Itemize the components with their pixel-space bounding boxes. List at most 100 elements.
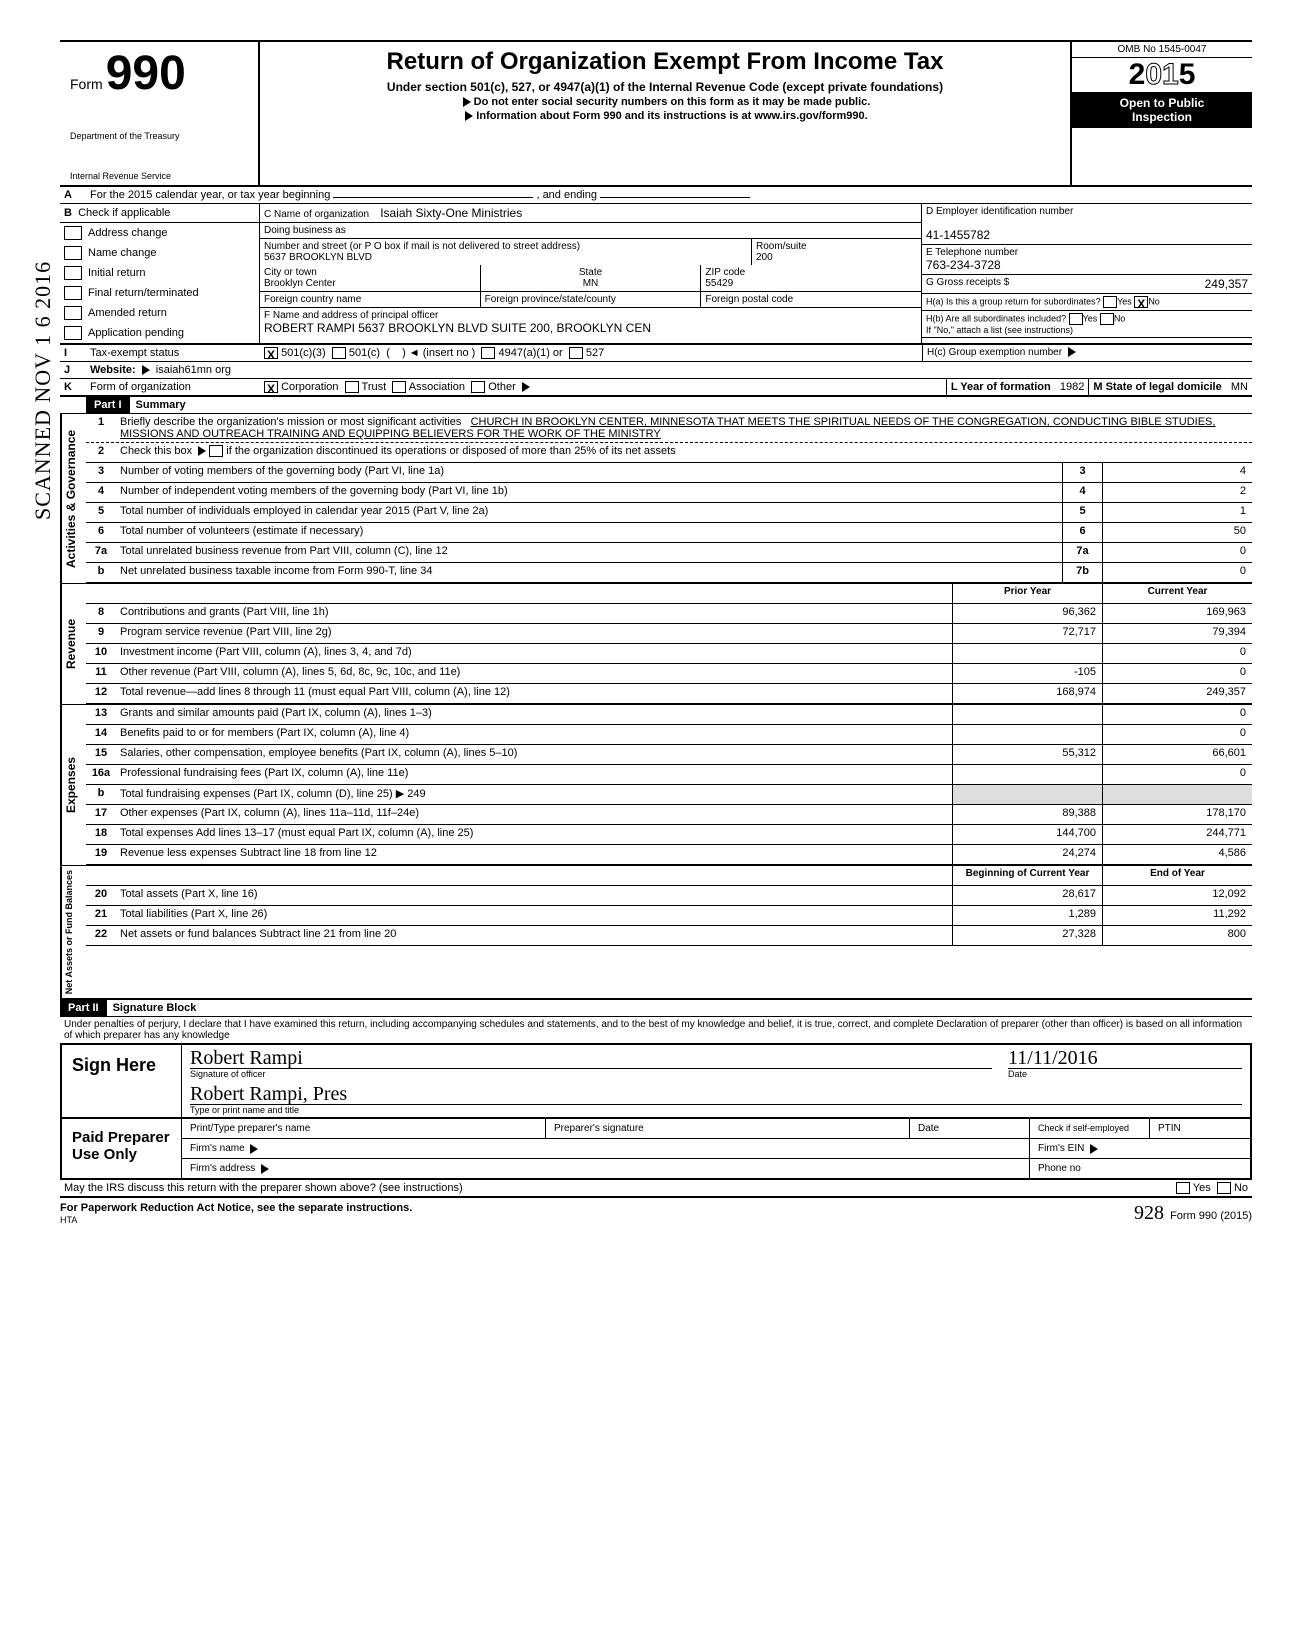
line-2-num: 2 (86, 443, 116, 462)
revenue-header-row: Prior Year Current Year (86, 584, 1252, 604)
chk-irs-yes[interactable] (1176, 1182, 1190, 1194)
line-num: 4 (86, 483, 116, 502)
chk-ha-no[interactable]: X (1134, 296, 1148, 308)
street-value: 5637 BROOKLYN BLVD (264, 252, 372, 263)
chk-501c3[interactable]: X (264, 347, 278, 359)
summary-line: 10 Investment income (Part VIII, column … (86, 644, 1252, 664)
prior-year-value: -105 (952, 664, 1102, 683)
current-year-value: 0 (1102, 664, 1252, 683)
year-formation-value: 1982 (1060, 381, 1084, 393)
line-text: Revenue less expenses Subtract line 18 f… (116, 845, 952, 864)
chk-amended-return[interactable]: Amended return (60, 303, 259, 323)
chk-discontinued[interactable] (209, 445, 223, 457)
room-label: Room/suite (756, 241, 807, 252)
vtab-revenue: Revenue (60, 584, 86, 704)
line-value: 4 (1102, 463, 1252, 482)
summary-line: b Total fundraising expenses (Part IX, c… (86, 785, 1252, 805)
phone-label: E Telephone number (926, 247, 1018, 258)
website-value: isaiah61mn org (156, 364, 231, 376)
summary-line: 13 Grants and similar amounts paid (Part… (86, 705, 1252, 725)
chk-assoc[interactable] (392, 381, 406, 393)
prior-year-value: 24,274 (952, 845, 1102, 864)
sign-here-label: Sign Here (62, 1045, 182, 1117)
summary-line: 15 Salaries, other compensation, employe… (86, 745, 1252, 765)
chk-other[interactable] (471, 381, 485, 393)
chk-501c[interactable] (332, 347, 346, 359)
line-text: Program service revenue (Part VIII, line… (116, 624, 952, 643)
summary-line: 8 Contributions and grants (Part VIII, l… (86, 604, 1252, 624)
line-num: 8 (86, 604, 116, 623)
gross-value: 249,357 (1205, 277, 1248, 291)
officer-sig-caption: Signature of officer (182, 1069, 1000, 1081)
perjury-statement: Under penalties of perjury, I declare th… (60, 1017, 1252, 1044)
summary-line: 6 Total number of volunteers (estimate i… (86, 523, 1252, 543)
summary-line: 18 Total expenses Add lines 13–17 (must … (86, 825, 1252, 845)
section-net-assets: Net Assets or Fund Balances Beginning of… (60, 866, 1252, 1000)
net-assets-header-row: Beginning of Current Year End of Year (86, 866, 1252, 886)
irs-discuss-row: May the IRS discuss this return with the… (60, 1180, 1252, 1198)
summary-line: 17 Other expenses (Part IX, column (A), … (86, 805, 1252, 825)
label-k: K (60, 379, 86, 395)
prior-year-value: 72,717 (952, 624, 1102, 643)
officer-signature[interactable]: Robert Rampi (190, 1047, 992, 1069)
sig-date[interactable]: 11/11/2016 (1008, 1047, 1242, 1069)
form-year-block: OMB No 1545-0047 2015 Open to Public Ins… (1072, 42, 1252, 185)
summary-line: b Net unrelated business taxable income … (86, 563, 1252, 583)
current-year-value: 79,394 (1102, 624, 1252, 643)
preparer-date-label: Date (910, 1119, 1030, 1138)
label-a: A (60, 187, 86, 203)
chk-hb-no[interactable] (1100, 313, 1114, 325)
chk-final-return[interactable]: Final return/terminated (60, 283, 259, 303)
line-text: Total revenue—add lines 8 through 11 (mu… (116, 684, 952, 703)
zip-label: ZIP code (705, 267, 745, 278)
sign-here-block: Sign Here Robert Rampi Signature of offi… (60, 1044, 1252, 1119)
line-value: 0 (1102, 543, 1252, 562)
chk-4947[interactable] (481, 347, 495, 359)
summary-line: 14 Benefits paid to or for members (Part… (86, 725, 1252, 745)
line-text: Total number of volunteers (estimate if … (116, 523, 1062, 542)
line-num: 6 (86, 523, 116, 542)
page-footer: For Paperwork Reduction Act Notice, see … (60, 1198, 1252, 1230)
line-text: Grants and similar amounts paid (Part IX… (116, 705, 952, 724)
end-year-header: End of Year (1102, 866, 1252, 885)
chk-irs-no[interactable] (1217, 1182, 1231, 1194)
line-num: 14 (86, 725, 116, 744)
row-i: I Tax-exempt status X 501(c)(3) 501(c) (… (60, 345, 1252, 362)
line-box: 5 (1062, 503, 1102, 522)
hta: HTA (60, 1215, 77, 1225)
chk-527[interactable] (569, 347, 583, 359)
firm-name-label: Firm's name (190, 1143, 245, 1154)
chk-corp[interactable]: X (264, 381, 278, 393)
prior-year-value: 89,388 (952, 805, 1102, 824)
line-2-text: Check this box if the organization disco… (116, 443, 1252, 462)
current-year-value: 169,963 (1102, 604, 1252, 623)
firm-addr-label: Firm's address (190, 1163, 255, 1174)
prior-year-value (952, 785, 1102, 804)
self-employed-check[interactable]: Check if self-employed (1030, 1119, 1150, 1138)
line-box: 7a (1062, 543, 1102, 562)
current-year-value: 4,586 (1102, 845, 1252, 864)
prior-year-value: 28,617 (952, 886, 1102, 905)
line-num: 5 (86, 503, 116, 522)
form-id-block: Form 990 Department of the Treasury Inte… (60, 42, 260, 185)
line-num: 19 (86, 845, 116, 864)
summary-line: 12 Total revenue—add lines 8 through 11 … (86, 684, 1252, 704)
chk-address-change[interactable]: Address change (60, 223, 259, 243)
preparer-name-label: Print/Type preparer's name (182, 1119, 546, 1138)
chk-ha-yes[interactable] (1103, 296, 1117, 308)
line-text: Total fundraising expenses (Part IX, col… (116, 785, 952, 804)
form-instr-1: Do not enter social security numbers on … (474, 96, 871, 108)
chk-trust[interactable] (345, 381, 359, 393)
chk-app-pending[interactable]: Application pending (60, 323, 259, 343)
chk-name-change[interactable]: Name change (60, 243, 259, 263)
arrow-icon (142, 365, 150, 375)
chk-hb-yes[interactable] (1069, 313, 1083, 325)
current-year-value: 0 (1102, 705, 1252, 724)
summary-line: 3 Number of voting members of the govern… (86, 463, 1252, 483)
chk-initial-return[interactable]: Initial return (60, 263, 259, 283)
summary-line: 20 Total assets (Part X, line 16) 28,617… (86, 886, 1252, 906)
form-header: Form 990 Department of the Treasury Inte… (60, 40, 1252, 187)
vtab-expenses: Expenses (60, 705, 86, 865)
officer-name-typed[interactable]: Robert Rampi, Pres (190, 1083, 1242, 1105)
line-num: 9 (86, 624, 116, 643)
